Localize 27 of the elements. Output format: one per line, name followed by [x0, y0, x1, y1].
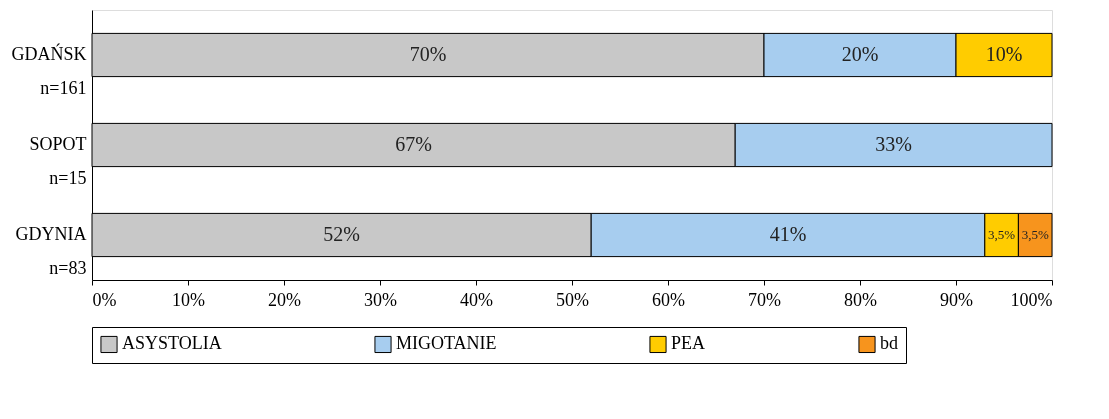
x-tick-label: 60% — [652, 289, 685, 310]
x-tick-label: 50% — [556, 289, 589, 310]
legend-label: bd — [880, 333, 898, 354]
legend-label: ASYSTOLIA — [122, 333, 222, 354]
x-tick-label: 80% — [844, 289, 877, 310]
x-tick-label: 40% — [460, 289, 493, 310]
x-tick-label: 10% — [172, 289, 205, 310]
x-tick-label: 0% — [92, 289, 117, 310]
x-tick-label: 30% — [364, 289, 397, 310]
x-tick-label: 90% — [940, 289, 973, 310]
data-label: 41% — [769, 223, 807, 245]
data-label: 20% — [841, 43, 879, 65]
legend-label: MIGOTANIE — [396, 333, 497, 354]
y-tick-label: GDYNIA n=83 — [15, 224, 87, 278]
x-tick-label: 70% — [748, 289, 781, 310]
data-label: 10% — [985, 43, 1023, 65]
y-tick-label: SOPOT n=15 — [29, 134, 87, 188]
data-label: 3,5% — [1021, 227, 1049, 242]
data-label: 67% — [395, 133, 432, 155]
data-label: 70% — [409, 43, 447, 65]
x-tick-label: 100% — [1010, 289, 1053, 310]
data-label: 33% — [875, 133, 912, 155]
y-tick-label: GDAŃSK n=161 — [11, 43, 87, 98]
legend-label: PEA — [671, 333, 706, 354]
data-label: 3,5% — [988, 227, 1016, 242]
data-label: 52% — [323, 223, 360, 245]
x-tick-label: 20% — [268, 289, 301, 310]
